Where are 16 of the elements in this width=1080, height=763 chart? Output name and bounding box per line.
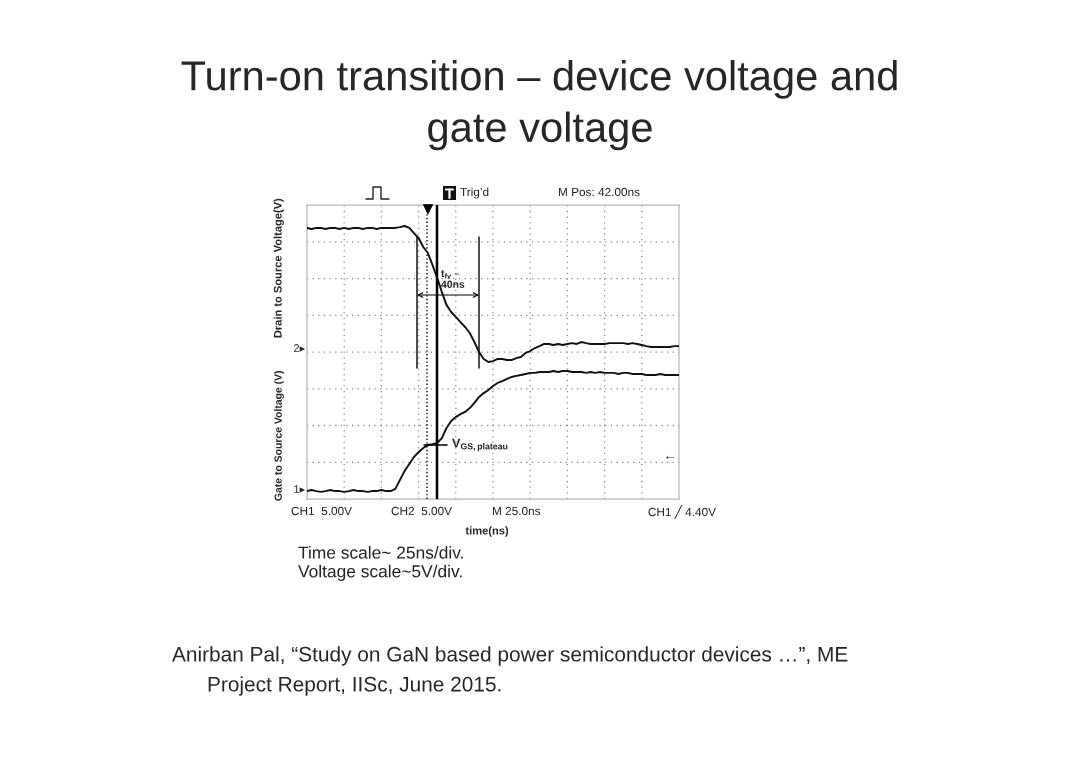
chart-title: Turn-on transition – device voltage and gate voltage [181, 60, 897, 151]
y-axis-title: Drain to Source Voltage(V) [273, 198, 284, 338]
annotation: t$_{fv}$ – 40ns [441, 270, 465, 288]
text: CH1 ╱ 4.40V [648, 505, 716, 519]
text: CH2 5.00V [391, 506, 452, 516]
text: Trig’d [460, 187, 489, 199]
text: 1▸ [294, 485, 306, 493]
x-axis-title: time(ns) [465, 526, 509, 537]
annotation: ← [666, 455, 675, 459]
text: M Pos: 42.00ns [558, 187, 640, 197]
text: M 25.0ns [492, 506, 541, 516]
text: Anirban Pal, “Study on GaN based power semiconductor devices …”, ME Project Report, IISc, June 2015. [172, 646, 848, 696]
text: CH1 5.00V [291, 506, 352, 516]
text: Gate to Source Voltage (V) [274, 370, 284, 501]
text: Time scale~ 25ns/div. Voltage scale~5V/div. [298, 546, 463, 581]
text: 2▸ [293, 344, 306, 352]
